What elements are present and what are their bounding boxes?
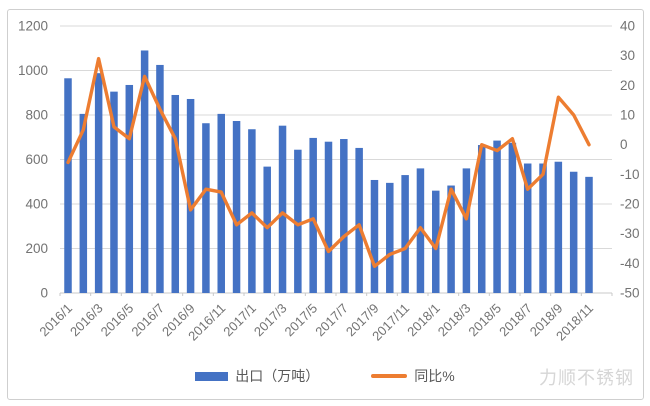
bar <box>493 140 501 293</box>
bar <box>64 78 72 293</box>
bar-series-label: 出口（万吨） <box>235 368 320 384</box>
y-left-tick-label: 0 <box>40 286 48 301</box>
bar <box>140 50 149 293</box>
bar <box>248 129 256 293</box>
x-tick-label: 2017/1 <box>220 301 259 340</box>
bar <box>171 94 180 293</box>
bar <box>585 176 593 293</box>
y-left-tick-label: 600 <box>25 152 48 167</box>
legend: 出口（万吨） 同比% <box>0 363 650 389</box>
bar <box>355 147 363 293</box>
bar <box>554 161 563 293</box>
bar <box>263 166 271 293</box>
bar <box>217 113 225 293</box>
bar <box>416 168 425 293</box>
x-tick-label: 2017/5 <box>282 301 321 340</box>
x-tick-label: 2018/1 <box>404 301 443 340</box>
bar <box>539 163 547 293</box>
legend-item-exports: 出口（万吨） <box>195 366 319 386</box>
y-right-tick-label: -20 <box>620 197 640 212</box>
bar <box>477 145 486 293</box>
y-right-tick-label: 20 <box>620 78 635 93</box>
y-right-tick-label: 30 <box>620 48 635 63</box>
y-right-tick-label: -50 <box>620 286 640 301</box>
line-series-label: 同比% <box>414 368 455 384</box>
bar <box>447 185 455 293</box>
x-tick-label: 2016/7 <box>128 301 167 340</box>
y-left-tick-label: 1000 <box>18 63 48 78</box>
bar <box>232 121 241 293</box>
bar <box>462 168 471 293</box>
bar <box>569 171 578 293</box>
y-right-tick-label: -10 <box>620 167 640 182</box>
bar <box>294 149 302 293</box>
bar <box>202 123 210 293</box>
x-tick-label: 2017/7 <box>312 301 351 340</box>
y-right-tick-label: -30 <box>620 226 640 241</box>
bar <box>94 73 103 293</box>
x-tick-label: 2018/7 <box>496 301 535 340</box>
y-left-tick-label: 1200 <box>18 19 48 34</box>
y-left-tick-label: 400 <box>25 197 48 212</box>
bar <box>370 179 379 293</box>
bar <box>340 139 348 293</box>
line-series-swatch <box>371 374 408 378</box>
bar <box>386 182 394 293</box>
y-right-tick-label: 10 <box>620 108 635 123</box>
y-right-tick-label: 40 <box>620 19 635 34</box>
bar <box>186 98 195 293</box>
bar <box>432 190 440 293</box>
y-left-tick-label: 200 <box>25 241 48 256</box>
x-tick-label: 2016/3 <box>67 301 106 340</box>
bar <box>401 175 409 293</box>
bar <box>156 64 164 293</box>
y-left-tick-label: 800 <box>25 108 48 123</box>
bar <box>278 125 287 294</box>
bar <box>309 137 317 293</box>
x-tick-label: 2017/3 <box>251 301 290 340</box>
bar <box>79 113 88 293</box>
bar <box>324 141 333 293</box>
bar <box>523 163 532 293</box>
bar <box>110 91 118 293</box>
y-right-tick-label: 0 <box>620 137 628 152</box>
bar <box>508 142 517 293</box>
x-tick-label: 2016/5 <box>98 301 137 340</box>
watermark-text: 力顺不锈钢 <box>539 368 634 388</box>
x-tick-label: 2018/5 <box>465 301 504 340</box>
x-tick-label: 2018/3 <box>435 301 474 340</box>
yoy-trend-line <box>66 56 591 268</box>
y-right-tick-label: -40 <box>620 256 640 271</box>
bar <box>125 84 134 294</box>
legend-item-yoy: 同比% <box>371 366 455 386</box>
bar-series-swatch <box>195 371 229 381</box>
x-tick-label: 2016/1 <box>36 301 75 340</box>
